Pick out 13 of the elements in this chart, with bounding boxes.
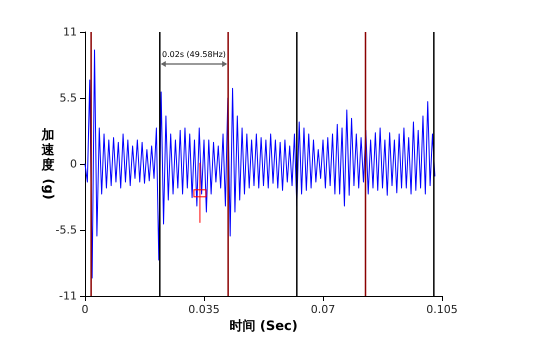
x-tick-label: 0.105 [426, 303, 458, 316]
x-tick-label: 0 [82, 303, 88, 316]
x-tick-label: 0.035 [188, 303, 220, 316]
y-tick-label: -5.5 [56, 224, 77, 236]
line-series [84, 50, 436, 278]
annotation: 0.02s (49.58Hz) [162, 50, 226, 59]
y-tick-label: 11 [63, 26, 77, 38]
x-axis-title: 时间 (Sec) [229, 318, 298, 334]
y-tick-label: -11 [59, 290, 77, 302]
y-axis-title: 加速度 (g) [40, 128, 56, 200]
y-tick-label: 5.5 [60, 92, 77, 104]
x-tick-label: 0.07 [310, 303, 336, 316]
y-tick-label: 0 [70, 158, 77, 170]
